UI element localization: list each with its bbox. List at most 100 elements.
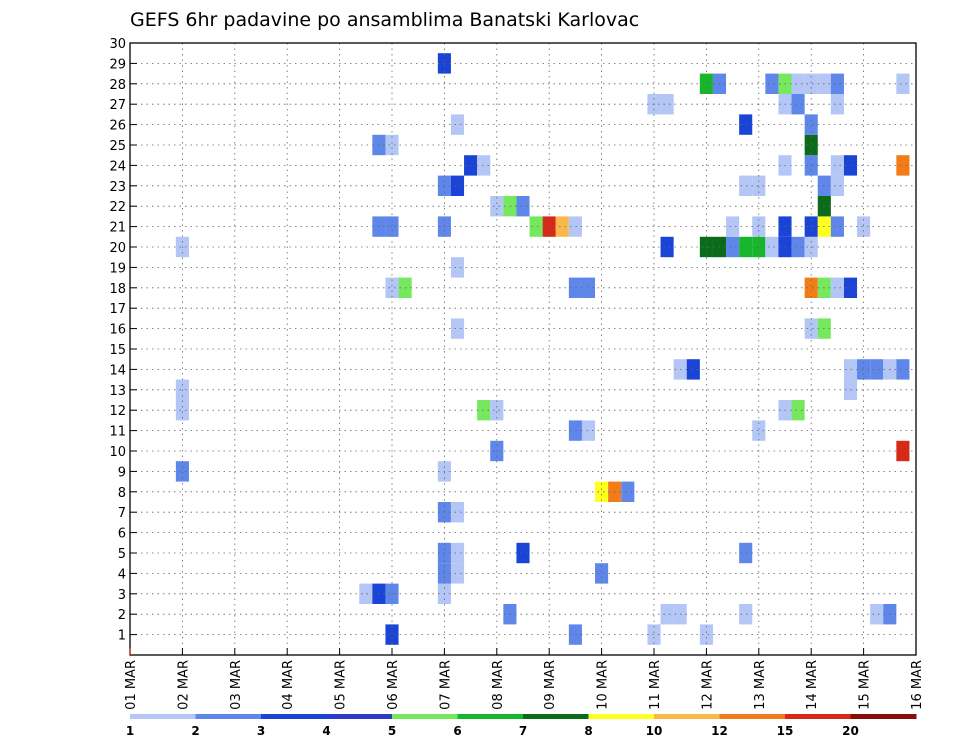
precip-cell <box>450 318 465 339</box>
precip-cell <box>450 114 465 135</box>
x-tick-label: 02 MAR <box>176 660 191 710</box>
precip-cell <box>752 216 766 237</box>
precip-cell <box>477 400 491 421</box>
y-tick-label: 27 <box>109 98 126 113</box>
precip-cell <box>568 277 582 298</box>
precip-cell <box>595 563 609 584</box>
legend-label: 12 <box>711 724 728 738</box>
precip-cell <box>568 624 582 645</box>
precip-cell <box>804 134 818 156</box>
y-tick-label: 18 <box>109 282 126 297</box>
y-tick-label: 14 <box>109 363 126 378</box>
precip-cell <box>490 196 504 217</box>
x-tick-label: 07 MAR <box>438 660 453 710</box>
legend-swatch <box>785 714 851 719</box>
legend-label: 7 <box>519 724 527 738</box>
precip-cell <box>699 624 713 645</box>
legend-swatch <box>261 714 327 719</box>
chart-title: GEFS 6hr padavine po ansamblima Banatski… <box>130 9 639 31</box>
precip-cell <box>896 155 910 176</box>
x-tick-label: 11 MAR <box>648 660 663 710</box>
precip-cell <box>804 216 818 237</box>
precip-cell <box>686 359 700 380</box>
precip-cell <box>830 73 844 94</box>
legend-label: 6 <box>453 724 461 738</box>
precip-cell <box>660 236 674 258</box>
legend-label: 4 <box>322 724 330 738</box>
precip-cell <box>804 73 818 94</box>
x-tick-label: 01 MAR <box>124 660 139 710</box>
y-tick-label: 16 <box>109 323 126 338</box>
precip-cell <box>359 583 373 604</box>
legend-label: 20 <box>842 724 859 738</box>
precip-cell <box>581 277 596 298</box>
precip-cell <box>464 155 478 176</box>
precip-cell <box>450 257 465 278</box>
precip-cell <box>660 604 674 625</box>
precip-cell <box>568 216 582 237</box>
y-tick-label: 22 <box>109 200 126 215</box>
y-tick-label: 4 <box>118 567 126 582</box>
y-tick-label: 11 <box>109 425 126 440</box>
y-tick-label: 23 <box>109 180 126 195</box>
y-tick-label: 20 <box>109 241 126 256</box>
precip-cell <box>175 400 189 421</box>
precip-cell <box>516 542 530 564</box>
precip-cell <box>660 94 674 115</box>
legend-swatch <box>392 714 458 719</box>
color-legend: 1 2 3 4 5 6 7 8 10 12 15 20 <box>126 714 917 738</box>
precip-cell <box>791 94 805 115</box>
y-tick-label: 6 <box>118 527 126 542</box>
y-tick-label: 15 <box>109 343 126 358</box>
x-tick-label: 10 MAR <box>596 660 611 710</box>
precip-cell <box>739 175 753 196</box>
precip-cell <box>804 277 818 298</box>
y-tick-label: 29 <box>109 57 126 72</box>
precip-cell <box>791 236 805 258</box>
y-tick-label: 12 <box>109 404 126 419</box>
legend-swatch <box>457 714 524 719</box>
x-tick-label: 04 MAR <box>281 660 296 710</box>
precip-cell <box>857 216 871 237</box>
legend-label: 5 <box>388 724 396 738</box>
y-tick-label: 19 <box>109 261 126 276</box>
precip-cell <box>385 134 399 156</box>
precip-cell <box>739 236 753 258</box>
y-tick-label: 1 <box>118 629 126 644</box>
precip-cell <box>477 155 491 176</box>
precip-cell <box>385 216 399 237</box>
precip-cell <box>896 440 910 462</box>
legend-label: 3 <box>257 724 265 738</box>
legend-swatch <box>588 714 655 719</box>
grid-lines <box>130 43 916 655</box>
precip-cell <box>896 359 910 380</box>
precip-cell <box>830 216 844 237</box>
precip-cell <box>490 400 504 421</box>
x-tick-label: 15 MAR <box>858 660 873 710</box>
precip-cell <box>450 542 465 564</box>
precip-cell <box>830 155 844 176</box>
precip-cell <box>450 502 465 523</box>
y-tick-label: 9 <box>118 465 126 480</box>
precip-cell <box>896 73 910 94</box>
y-tick-label: 26 <box>109 119 126 134</box>
precip-cell <box>752 420 766 441</box>
legend-swatch <box>719 714 786 719</box>
precip-cell <box>752 175 766 196</box>
precip-cell <box>870 604 884 625</box>
x-tick-label: 12 MAR <box>700 660 715 710</box>
legend-swatch <box>195 714 262 719</box>
precip-cell <box>595 481 609 502</box>
y-tick-label: 28 <box>109 78 126 93</box>
x-tick-label: 13 MAR <box>753 660 768 710</box>
legend-label: 8 <box>584 724 592 738</box>
legend-label: 2 <box>191 724 199 738</box>
precip-cell <box>870 359 884 380</box>
precip-cell <box>739 542 753 564</box>
y-tick-label: 5 <box>118 547 126 562</box>
precip-cell <box>791 73 805 94</box>
precip-cell <box>555 216 569 237</box>
precip-cell <box>739 604 753 625</box>
x-tick-label: 05 MAR <box>334 660 349 710</box>
